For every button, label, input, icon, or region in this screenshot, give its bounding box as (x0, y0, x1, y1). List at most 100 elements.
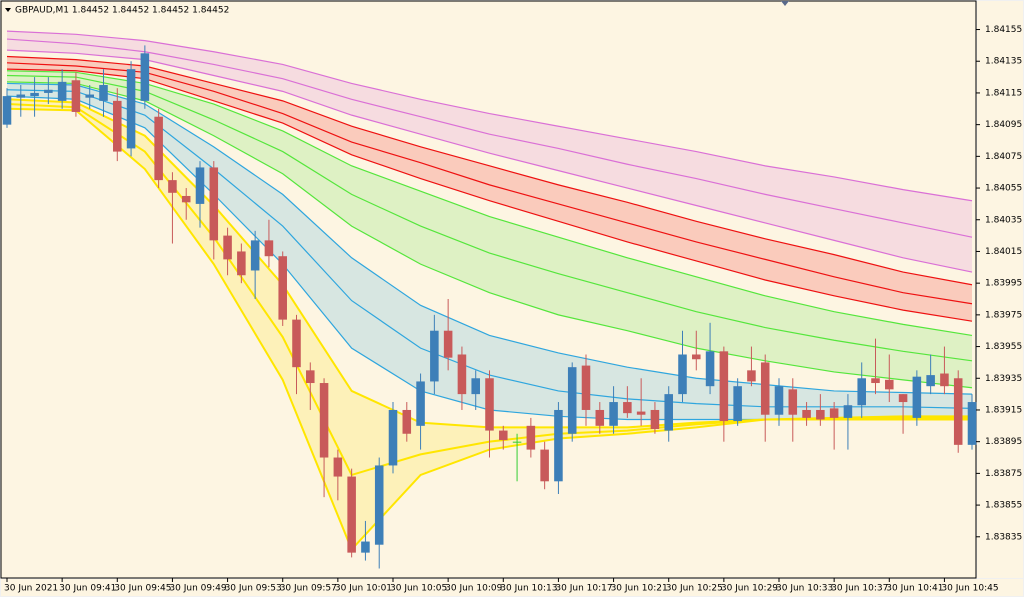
candle-body (430, 330, 439, 382)
candle-body (237, 251, 246, 276)
candle-body (140, 53, 150, 101)
ribbon-line (6, 82, 973, 395)
candle-body (650, 409, 660, 429)
x-tick-label: 30 Jun 09:45 (114, 584, 171, 594)
x-tick-label: 30 Jun 09:41 (59, 584, 116, 594)
candle-body (168, 180, 177, 193)
candle-body (636, 411, 646, 415)
ribbon-line (6, 81, 973, 389)
y-tick-label: 1.83935 (985, 374, 1022, 384)
x-tick-label: 30 Jun 10:09 (445, 584, 502, 594)
candle-body (457, 354, 467, 395)
candle-body (664, 394, 673, 431)
candle-body (113, 100, 122, 152)
candle-body (609, 402, 618, 426)
y-tick-label: 1.84015 (985, 247, 1022, 257)
y-tick-label: 1.83895 (985, 437, 1022, 447)
candle-body (554, 409, 563, 482)
y-tick-label: 1.84135 (985, 57, 1022, 67)
candle-body (747, 370, 756, 382)
candle-body (71, 80, 81, 112)
candle-body (30, 92, 39, 97)
candle-body (361, 541, 370, 553)
candle-body (623, 402, 632, 414)
axes: 1.84155 1.84135 1.84115 1.84095 1.84075 1.840… (4, 25, 1022, 593)
candle-body (953, 378, 963, 445)
candle-body (857, 378, 866, 406)
plot-area (0, 0, 977, 579)
candle-body (526, 425, 536, 450)
menu-arrow[interactable] (5, 8, 11, 12)
y-tick-label: 1.83835 (985, 532, 1022, 542)
x-tick-label: 30 Jun 09:53 (225, 584, 282, 594)
candle-body (595, 409, 605, 426)
candle-body (57, 81, 67, 101)
candle-body (843, 405, 853, 418)
ribbon-line (6, 49, 973, 273)
y-tick-label: 1.83975 (985, 310, 1022, 320)
candle-body (967, 402, 977, 445)
x-tick-label: 30 Jun 10:17 (555, 584, 612, 594)
candle-body (485, 378, 494, 431)
candle-body (264, 240, 274, 257)
candle-body (940, 373, 949, 387)
time-axis (1, 579, 1023, 596)
y-tick-label: 1.83955 (985, 342, 1022, 352)
candle-body (678, 354, 687, 395)
candle-body (692, 354, 701, 360)
ribbon-band (7, 70, 972, 388)
candle-body (374, 465, 384, 545)
candle-body (154, 116, 163, 181)
candle-body (195, 167, 205, 204)
y-tick-label: 1.84075 (985, 152, 1022, 162)
candle-body (347, 476, 356, 553)
candle-body (333, 457, 343, 477)
ribbon-line (6, 68, 973, 322)
candle-body (278, 256, 287, 320)
x-tick-label: 30 Jun 2021 (4, 584, 58, 594)
candle-body (898, 394, 908, 403)
candle-body (471, 378, 480, 395)
ribbon-line (6, 74, 973, 362)
ribbon-line (6, 70, 973, 337)
candle-body (223, 235, 232, 260)
x-tick-label: 30 Jun 10:01 (335, 584, 392, 594)
y-tick-label: 1.83995 (985, 279, 1022, 289)
x-tick-label: 30 Jun 10:45 (941, 584, 998, 594)
candle-body (85, 94, 94, 98)
y-tick-label: 1.84115 (985, 88, 1022, 98)
candle-body (250, 240, 260, 271)
ribbon-band (7, 83, 972, 420)
x-tick-label: 30 Jun 10:13 (500, 584, 557, 594)
y-tick-label: 1.83915 (985, 405, 1022, 415)
ribbon-line (6, 30, 973, 202)
y-tick-label: 1.84055 (985, 184, 1022, 194)
candle-body (16, 94, 26, 98)
ribbon-line (6, 38, 973, 238)
chart-title: GBPAUD,M1 1.84452 1.84452 1.84452 1.8445… (15, 6, 229, 16)
candle-body (540, 449, 549, 482)
x-tick-label: 30 Jun 10:25 (666, 584, 723, 594)
candle-body (2, 96, 12, 125)
y-tick-label: 1.84095 (985, 120, 1022, 130)
x-tick-label: 30 Jun 10:41 (886, 584, 943, 594)
shift-marker (781, 1, 789, 6)
x-tick-label: 30 Jun 10:37 (831, 584, 888, 594)
y-tick-label: 1.84035 (985, 215, 1022, 225)
candle-body (802, 409, 811, 418)
x-tick-label: 30 Jun 10:29 (721, 584, 778, 594)
candle-body (719, 351, 729, 422)
candle-body (871, 378, 880, 384)
candle-body (99, 85, 108, 101)
candle-body (443, 330, 453, 358)
x-tick-label: 30 Jun 09:49 (169, 584, 226, 594)
candle-body (912, 376, 922, 418)
candle-body (926, 375, 935, 387)
candle-body (126, 69, 136, 149)
candle-body (733, 386, 742, 422)
ribbon-line (6, 55, 973, 286)
candle-body (567, 367, 577, 434)
y-tick-label: 1.84155 (985, 25, 1022, 35)
candle-body (44, 89, 53, 93)
